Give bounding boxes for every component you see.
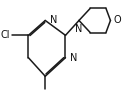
Text: N: N bbox=[75, 24, 83, 34]
Text: N: N bbox=[70, 53, 77, 63]
Text: N: N bbox=[50, 15, 57, 25]
Text: Cl: Cl bbox=[1, 30, 10, 40]
Text: O: O bbox=[114, 15, 122, 25]
